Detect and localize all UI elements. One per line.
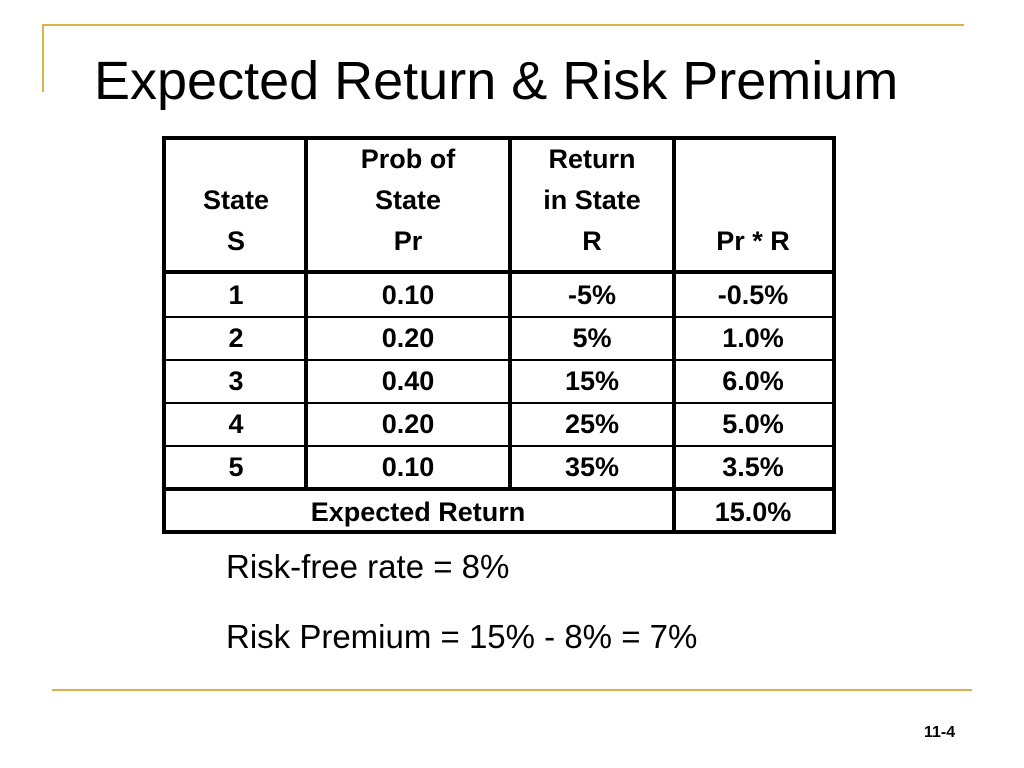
column-divider	[672, 140, 676, 534]
header-return-line-2: in State	[543, 185, 641, 215]
risk-free-rate-note: Risk-free rate = 8%	[226, 548, 510, 585]
column-divider	[508, 140, 512, 487]
cell-pr-times-r: -0.5%	[717, 279, 789, 310]
table-row: 5 0.10 35% 3.5%	[166, 447, 832, 487]
cell-return: 25%	[564, 409, 620, 439]
row-divider	[166, 359, 832, 361]
cell-prob: 0.10	[381, 279, 435, 310]
cell-prob: 0.40	[381, 366, 435, 396]
header-cell-prob: Prob of State Pr	[306, 140, 510, 270]
cell-return: 15%	[564, 366, 620, 396]
expected-return-label: Expected Return	[310, 497, 526, 527]
header-prob-line-2: State	[374, 185, 442, 215]
cell-state: 3	[228, 366, 244, 396]
cell-return: -5%	[567, 279, 616, 310]
table-row: 4 0.20 25% 5.0%	[166, 404, 832, 445]
header-divider	[166, 270, 832, 274]
cell-pr-times-r: 1.0%	[722, 323, 784, 353]
header-return-line-3: R	[582, 226, 602, 256]
row-divider	[166, 316, 832, 318]
header-cell-pr-times-r: Pr * R	[674, 140, 832, 270]
cell-pr-times-r: 3.5%	[722, 451, 784, 482]
slide-title: Expected Return & Risk Premium	[94, 51, 899, 111]
header-return-line-1: Return	[548, 144, 636, 174]
cell-state: 2	[228, 323, 244, 353]
cell-return: 5%	[572, 323, 612, 353]
cell-state: 4	[228, 409, 244, 439]
footer-divider	[166, 487, 832, 491]
row-divider	[166, 445, 832, 447]
column-divider	[304, 140, 308, 487]
cell-prob: 0.20	[381, 323, 435, 353]
row-divider	[166, 402, 832, 404]
table-header-row: State S Prob of State Pr Return in State…	[166, 140, 832, 270]
cell-state: 5	[228, 451, 244, 482]
accent-line-left	[42, 24, 44, 92]
accent-line-top	[42, 24, 964, 26]
header-state-line-2: S	[226, 226, 245, 256]
footer-rule	[52, 689, 972, 691]
header-cell-state: State S	[166, 140, 306, 270]
risk-premium-note: Risk Premium = 15% - 8% = 7%	[226, 618, 698, 655]
cell-pr-times-r: 5.0%	[722, 409, 784, 439]
header-state-line-1: State	[202, 185, 270, 215]
cell-prob: 0.10	[381, 451, 435, 482]
expected-return-table: State S Prob of State Pr Return in State…	[162, 136, 836, 534]
header-cell-return: Return in State R	[510, 140, 674, 270]
page-number: 11-4	[924, 724, 956, 741]
table-footer-row: Expected Return 15.0%	[166, 491, 832, 534]
cell-state: 1	[228, 279, 244, 310]
table-row: 3 0.40 15% 6.0%	[166, 361, 832, 402]
header-pr-times-r-line-1: Pr * R	[716, 226, 790, 256]
table-row: 2 0.20 5% 1.0%	[166, 318, 832, 359]
table-row: 1 0.10 -5% -0.5%	[166, 274, 832, 316]
expected-return-value: 15.0%	[714, 497, 792, 527]
header-prob-line-3: Pr	[393, 226, 423, 256]
header-prob-line-1: Prob of	[360, 144, 456, 174]
cell-pr-times-r: 6.0%	[722, 366, 784, 396]
cell-prob: 0.20	[381, 409, 435, 439]
cell-return: 35%	[564, 451, 620, 482]
